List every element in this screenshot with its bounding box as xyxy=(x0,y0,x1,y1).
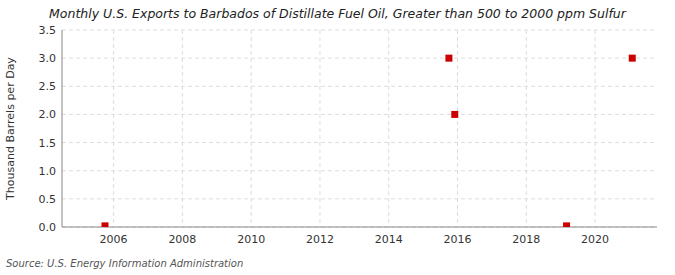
point xyxy=(445,55,452,62)
point xyxy=(629,55,636,62)
x-grid-line xyxy=(113,30,114,227)
source-note: Source: U.S. Energy Information Administ… xyxy=(6,258,243,269)
y-grid-line xyxy=(62,58,657,59)
chart-container: 0.0 0.5 1.0 1.5 2.0 2.5 3.0 3.5 2006 2008 2010 2012… xyxy=(0,0,675,275)
y-axis-label: Thousand Barrels per Day xyxy=(4,57,17,201)
y-grid-line xyxy=(62,170,657,171)
x-grid-line xyxy=(182,30,183,227)
grid xyxy=(62,30,657,227)
y-tick-label: 0.5 xyxy=(39,193,57,206)
x-tick-label: 2008 xyxy=(168,233,196,246)
y-grid-line xyxy=(62,114,657,115)
points xyxy=(101,55,635,227)
x-grid-line xyxy=(457,30,458,227)
x-tick-label: 2014 xyxy=(375,233,403,246)
point xyxy=(451,111,458,118)
y-axis-line xyxy=(62,30,63,227)
chart: 0.0 0.5 1.0 1.5 2.0 2.5 3.0 3.5 2006 2008 2010 2012… xyxy=(0,0,675,275)
x-tick-label: 2016 xyxy=(444,233,472,246)
x-tick-label: 2010 xyxy=(237,233,265,246)
y-tick-label: 1.5 xyxy=(39,137,57,150)
x-grid-line xyxy=(251,30,252,227)
y-tick-label: 2.5 xyxy=(39,80,57,93)
title: Monthly U.S. Exports to Barbados of Dist… xyxy=(49,6,627,21)
y-tick-label: 0.0 xyxy=(39,221,57,234)
y-grid-line xyxy=(62,86,657,87)
x-tick-label: 2006 xyxy=(100,233,128,246)
x-tick-label: 2018 xyxy=(512,233,540,246)
x-grid-line xyxy=(526,30,527,227)
x-grid-line xyxy=(595,30,596,227)
y-tick-label: 2.0 xyxy=(39,108,57,121)
y-grid-line xyxy=(62,198,657,199)
x-grid-line xyxy=(319,30,320,227)
y-tick-label: 3.0 xyxy=(39,52,57,65)
y-grid-line xyxy=(62,30,657,31)
point xyxy=(563,222,570,227)
x-grid-line xyxy=(388,30,389,227)
x-tick-label: 2020 xyxy=(581,233,609,246)
x-tick-label: 2012 xyxy=(306,233,334,246)
point xyxy=(101,222,108,227)
y-grid-line xyxy=(62,142,657,143)
y-tick-label: 3.5 xyxy=(39,24,57,37)
y-tick-label: 1.0 xyxy=(39,165,57,178)
